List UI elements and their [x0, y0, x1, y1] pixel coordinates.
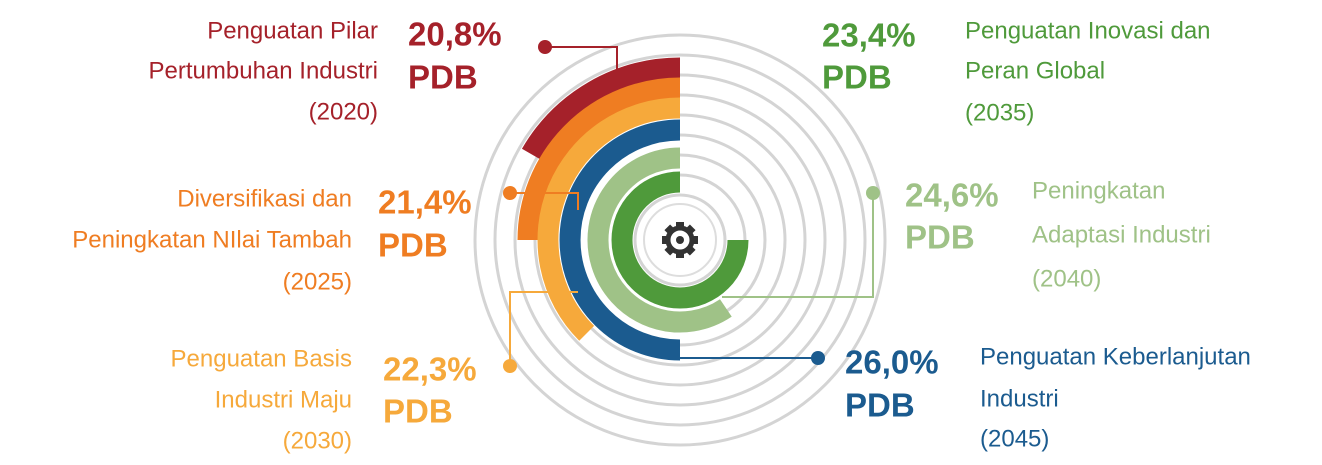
item-unit: PDB	[383, 393, 453, 430]
item-label: Peningkatan	[1032, 177, 1165, 204]
item-label: (2045)	[980, 425, 1049, 452]
ring-arc	[587, 147, 732, 333]
item-label: Penguatan Pilar	[207, 17, 378, 44]
item-label: Industri	[980, 385, 1059, 412]
item-value: 24,6%	[905, 177, 999, 214]
item-unit: PDB	[408, 59, 478, 96]
item-value: 26,0%	[845, 344, 939, 381]
ring-arc	[559, 119, 681, 361]
item-unit: PDB	[905, 219, 975, 256]
ring-arc	[517, 77, 681, 241]
item-label: (2040)	[1032, 265, 1101, 292]
connector-dot	[866, 186, 880, 200]
gear-icon	[662, 222, 698, 258]
item-label: Peran Global	[965, 57, 1105, 84]
item-label: (2030)	[283, 427, 352, 454]
ring-arc	[611, 171, 749, 309]
connector-line	[722, 193, 874, 298]
labels: Penguatan Pilar Pertumbuhan Industri (2020…	[72, 16, 1251, 455]
item-value: 20,8%	[408, 16, 502, 53]
connector-dot	[503, 186, 517, 200]
connector-dot	[538, 40, 552, 54]
item-label: Penguatan Inovasi dan	[965, 17, 1211, 44]
connector-line	[662, 350, 818, 359]
item-unit: PDB	[822, 59, 892, 96]
item-label: Pertumbuhan Industri	[149, 57, 378, 84]
connector-dot	[811, 351, 825, 365]
item-label: (2035)	[965, 99, 1034, 126]
item-label: Penguatan Basis	[171, 345, 352, 372]
item-value: 23,4%	[822, 17, 916, 54]
ring-arc	[537, 97, 681, 341]
item-label: Adaptasi Industri	[1032, 221, 1211, 248]
center	[643, 203, 717, 277]
connector-line	[509, 291, 578, 366]
connectors	[503, 40, 880, 373]
item-value: 22,3%	[383, 351, 477, 388]
connector-dot	[503, 359, 517, 373]
connector-line	[545, 46, 618, 80]
connector-line	[510, 192, 579, 210]
item-label: (2020)	[309, 98, 378, 125]
item-unit: PDB	[845, 387, 915, 424]
item-label: (2025)	[283, 268, 352, 295]
item-label: Penguatan Keberlanjutan	[980, 343, 1251, 370]
item-label: Peningkatan NIlai Tambah	[72, 226, 352, 253]
item-label: Diversifikasi dan	[177, 185, 352, 212]
item-value: 21,4%	[378, 184, 472, 221]
item-label: Industri Maju	[215, 386, 352, 413]
ring-arc	[521, 57, 681, 160]
item-unit: PDB	[378, 227, 448, 264]
arcs	[517, 57, 749, 361]
